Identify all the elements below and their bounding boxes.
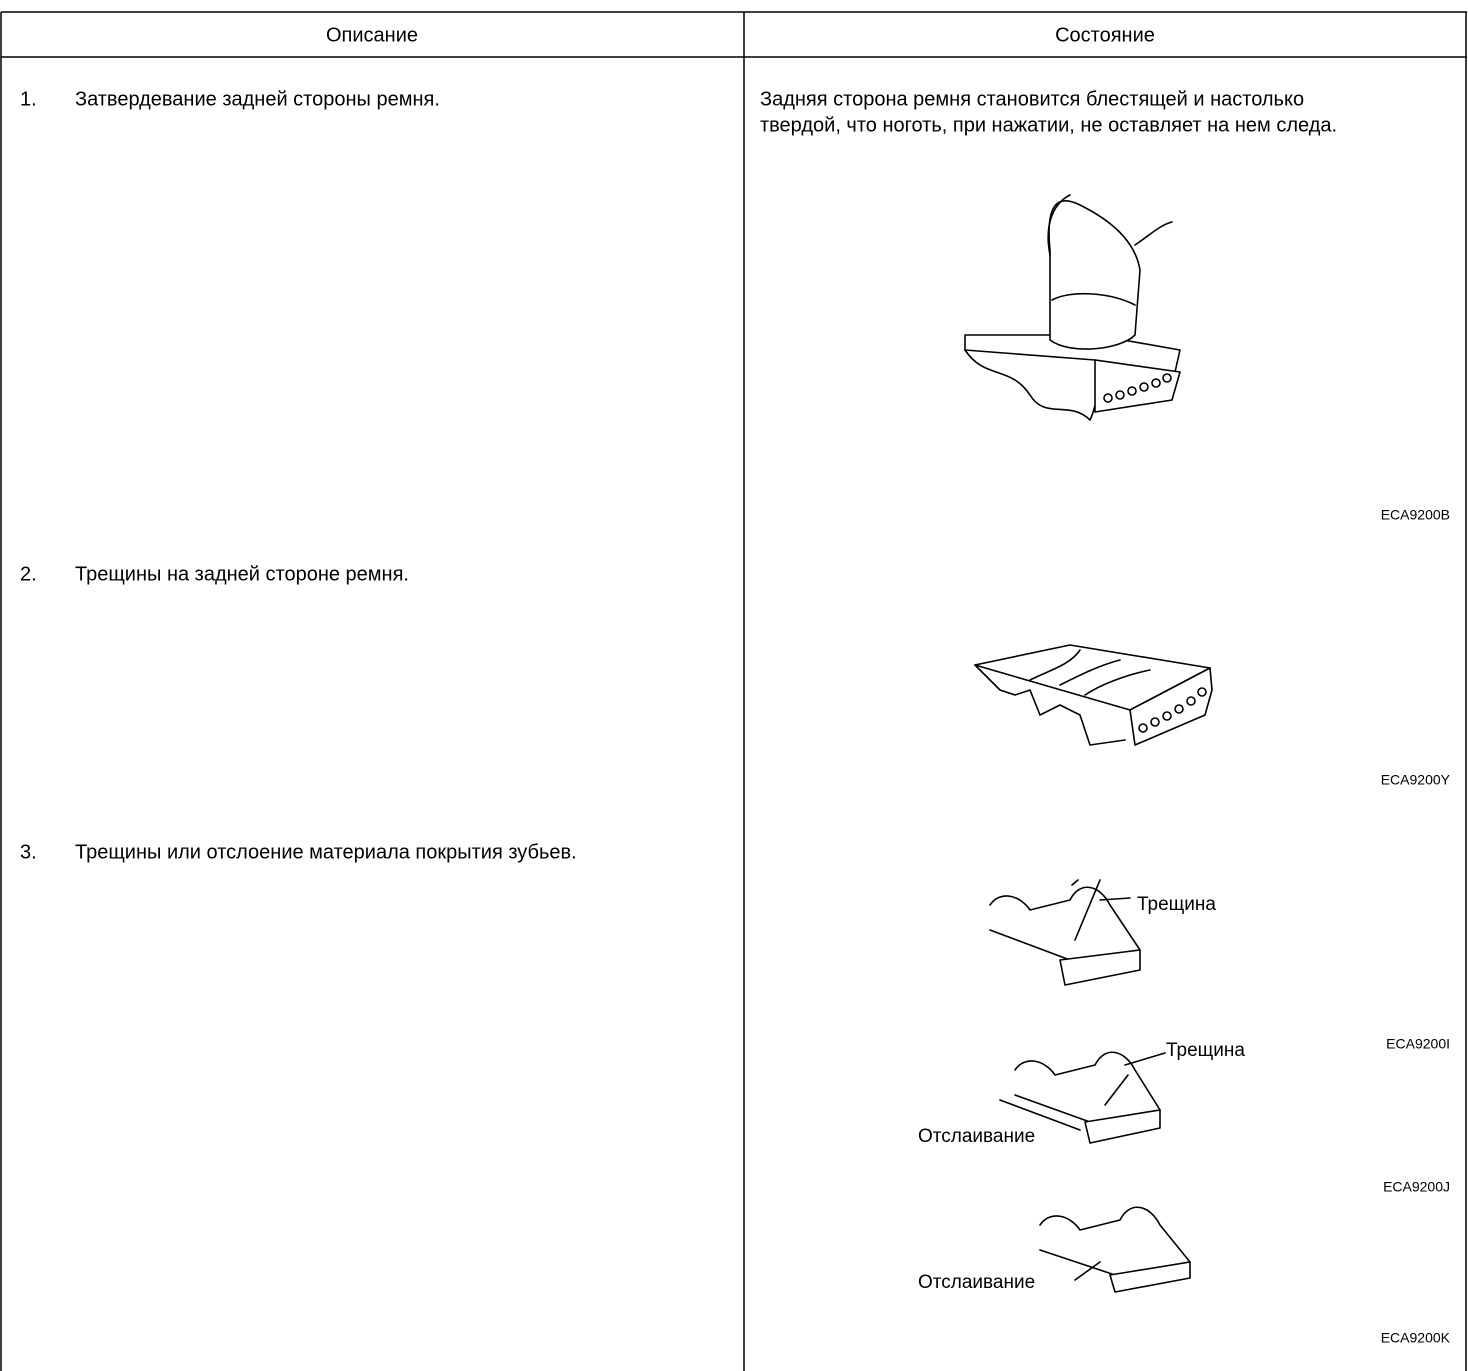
illustration-cracked-belt (974, 644, 1213, 746)
illustration-tooth-peel (1039, 1206, 1191, 1293)
column-header: Состояние (1055, 24, 1155, 46)
figure-label: Отслаивание (918, 1126, 1035, 1147)
illustration-finger-belt (964, 194, 1181, 421)
figure-code: ECA9200K (1381, 1330, 1451, 1346)
row-state: Задняя сторона ремня становится блестяще… (760, 88, 1304, 110)
row-description: Трещины или отслоение материала покрытия… (75, 841, 577, 863)
figure-label: Трещина (1166, 1040, 1245, 1061)
figure-label: Трещина (1137, 894, 1216, 915)
figure-code: ECA9200I (1386, 1036, 1450, 1052)
table-grid (0, 11, 1467, 1371)
illustration-tooth-crack-peel (999, 1051, 1166, 1144)
row-number: 3. (20, 841, 37, 863)
column-header: Описание (326, 24, 418, 46)
row-number: 2. (20, 563, 37, 585)
illustration-tooth-crack (989, 879, 1141, 986)
figure-code: ECA9200B (1381, 507, 1450, 523)
figure-code: ECA9200J (1383, 1179, 1450, 1195)
row-number: 1. (20, 88, 37, 110)
figure-code: ECA9200Y (1381, 772, 1451, 788)
row-description: Затвердевание задней стороны ремня. (75, 88, 440, 110)
figure-label: Отслаивание (918, 1272, 1035, 1293)
row-state: твердой, что ноготь, при нажатии, не ост… (760, 114, 1337, 136)
row-description: Трещины на задней стороне ремня. (75, 563, 409, 585)
